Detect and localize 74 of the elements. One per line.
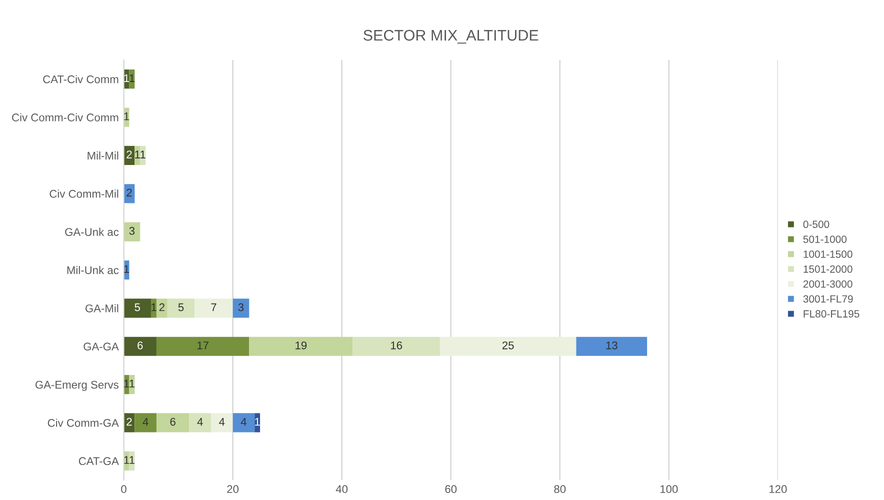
data-label: 17 bbox=[197, 342, 208, 350]
x-tick-label: 60 bbox=[445, 485, 457, 494]
data-label: 2 bbox=[126, 418, 132, 426]
data-label: 4 bbox=[142, 418, 148, 426]
legend-label: 501-1000 bbox=[803, 236, 847, 243]
data-label: 19 bbox=[296, 341, 307, 350]
legend-label: 0-500 bbox=[803, 220, 830, 228]
bar bbox=[156, 336, 250, 356]
data-label: 2 bbox=[126, 188, 132, 197]
bar bbox=[440, 336, 576, 356]
bar bbox=[156, 413, 190, 432]
bar bbox=[189, 413, 211, 432]
data-label: 5 bbox=[178, 303, 184, 312]
data-label: 2 bbox=[126, 150, 132, 158]
data-label: 1 bbox=[152, 303, 156, 312]
data-label: 5 bbox=[134, 303, 140, 312]
y-tick-label: GA-Emerg Servs bbox=[35, 380, 118, 391]
y-tick-label: GA-Mil bbox=[86, 304, 118, 312]
data-label: 7 bbox=[211, 303, 216, 312]
x-tick-label: 80 bbox=[554, 485, 566, 494]
chart-title: SECTOR MIX_ALTITUDE bbox=[364, 30, 538, 44]
y-tick-label: Civ Comm-GA bbox=[48, 418, 119, 427]
bar bbox=[576, 336, 648, 356]
data-label: 6 bbox=[138, 341, 143, 350]
x-tick-label: 120 bbox=[770, 485, 787, 494]
data-label: 4 bbox=[240, 418, 246, 426]
data-label: 4 bbox=[197, 418, 203, 426]
y-tick-label: GA-Unk ac bbox=[65, 228, 119, 236]
bar bbox=[232, 298, 250, 318]
data-label: 2 bbox=[159, 303, 164, 312]
x-tick-label: 20 bbox=[227, 485, 239, 494]
bar bbox=[352, 336, 440, 356]
y-tick-label: CAT-GA bbox=[78, 457, 119, 466]
data-label: 1 bbox=[130, 380, 134, 388]
x-tick-label: 40 bbox=[336, 485, 348, 494]
data-label: 1 bbox=[130, 74, 134, 82]
data-label: 13 bbox=[606, 341, 618, 350]
data-label: 1 bbox=[130, 456, 134, 464]
data-label: 1 bbox=[255, 418, 260, 426]
data-label: 1 bbox=[124, 456, 130, 464]
data-label: 1 bbox=[135, 150, 140, 158]
x-tick-label: 100 bbox=[660, 485, 678, 494]
legend-label: 3001-FL79 bbox=[803, 295, 853, 303]
y-tick-label: CAT-Civ Comm bbox=[43, 75, 118, 84]
bar bbox=[167, 298, 195, 318]
data-label: 6 bbox=[170, 418, 176, 426]
bar bbox=[210, 413, 233, 432]
legend-label: FL80-FL195 bbox=[804, 310, 860, 318]
y-tick-label: Mil-Mil bbox=[88, 151, 118, 160]
y-tick-label: GA-GA bbox=[84, 342, 119, 350]
y-tick-label: Mil-Unk ac bbox=[67, 266, 119, 274]
legend-label: 2001-3000 bbox=[803, 280, 852, 288]
x-tick-label: 0 bbox=[121, 485, 126, 494]
y-tick-label: Civ Comm-Civ Comm bbox=[12, 113, 118, 122]
data-label: 3 bbox=[129, 226, 135, 235]
data-label: 4 bbox=[219, 418, 225, 426]
data-label: 25 bbox=[502, 341, 514, 350]
data-label: 16 bbox=[390, 341, 402, 350]
data-label: 1 bbox=[124, 74, 130, 82]
bar bbox=[124, 298, 152, 318]
bar bbox=[254, 413, 260, 432]
bar bbox=[124, 336, 156, 356]
bar bbox=[156, 298, 168, 318]
y-tick-label: Civ Comm-Mil bbox=[50, 190, 118, 198]
data-label: 1 bbox=[124, 112, 130, 120]
data-label: 3 bbox=[238, 303, 244, 312]
legend-label: 1001-1500 bbox=[804, 250, 852, 258]
bar bbox=[249, 336, 353, 356]
bar bbox=[232, 413, 255, 432]
legend-label: 1501-2000 bbox=[804, 265, 852, 273]
bar bbox=[134, 413, 156, 432]
bar bbox=[194, 298, 233, 318]
data-label: 1 bbox=[140, 150, 146, 158]
data-label: 1 bbox=[124, 265, 130, 273]
